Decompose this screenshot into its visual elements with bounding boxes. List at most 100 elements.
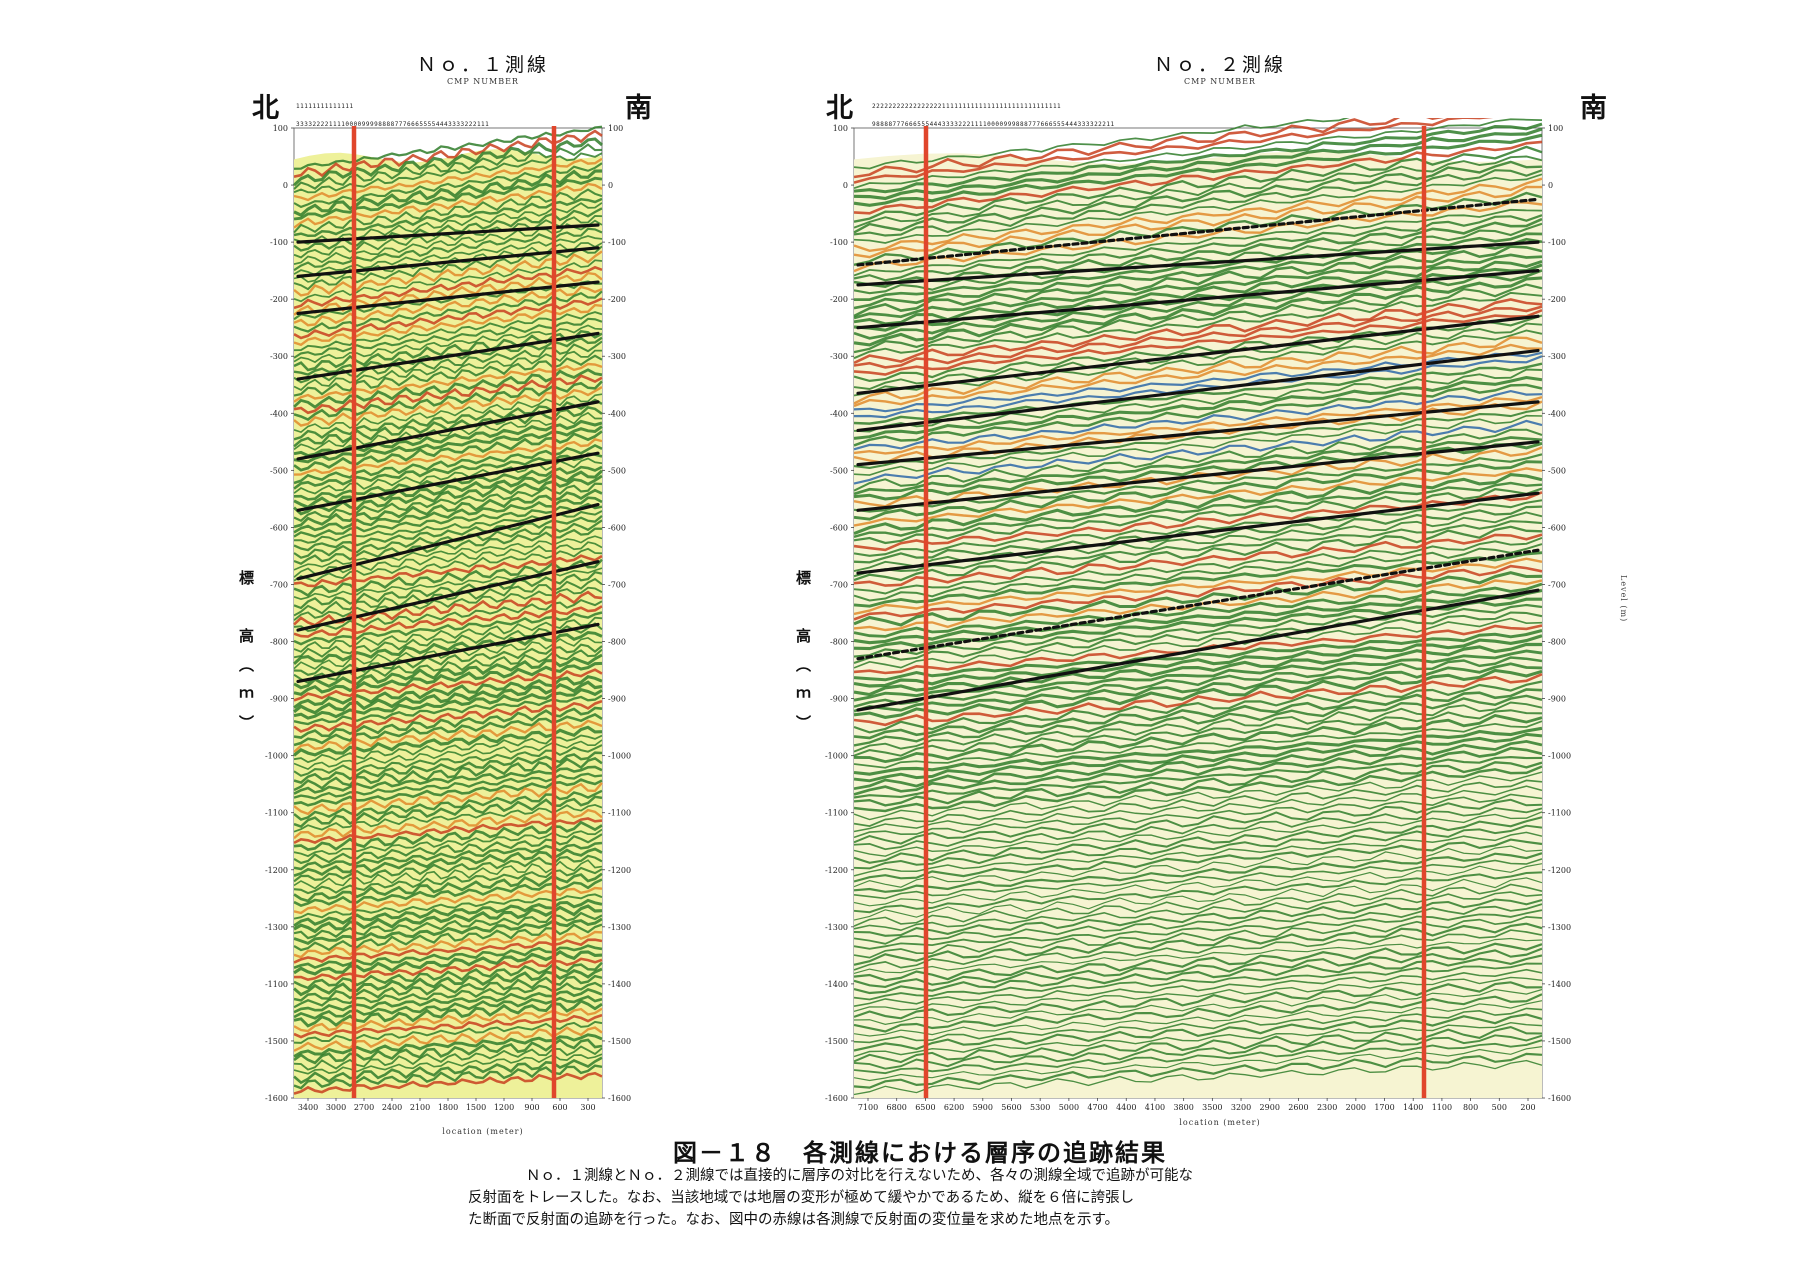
reflector-trace: [853, 1000, 1543, 1037]
panel2-title: Ｎｏ．２測線: [1153, 54, 1286, 76]
reflector-trace: [853, 283, 1543, 354]
reflector-trace: [293, 197, 603, 238]
reflector-trace: [293, 803, 603, 833]
reflector-trace: [293, 202, 603, 245]
reflector-trace: [292, 137, 603, 187]
reflector-trace: [853, 929, 1543, 971]
reflector-trace: [293, 833, 603, 865]
reflector-trace: [853, 564, 1543, 621]
reflector-trace: [853, 368, 1543, 433]
reflector-trace: [293, 558, 603, 598]
horizon-line: [296, 331, 600, 381]
panel2-cmp-row: 2222222222222222211111111111111111111111…: [872, 103, 1062, 110]
reflector-trace: [293, 699, 603, 733]
x-tick-label: 4400: [1116, 1103, 1136, 1112]
reflector-trace: [293, 259, 603, 303]
y-tick-label-right: -1400: [608, 980, 631, 989]
reflector-trace: [293, 227, 603, 272]
reflector-trace: [293, 957, 603, 982]
reflector-trace: [293, 898, 603, 927]
x-tick-label: 3400: [298, 1103, 318, 1112]
reflector-trace: [853, 208, 1543, 277]
y-tick-label-right: -1500: [608, 1037, 631, 1046]
reflector-trace: [293, 547, 603, 583]
reflector-trace: [853, 793, 1543, 839]
horizon-line: [856, 548, 1540, 661]
reflector-trace: [293, 250, 603, 297]
reflector-trace: [853, 838, 1543, 883]
reflector-trace: [853, 185, 1543, 259]
reflector-trace: [853, 499, 1543, 557]
reflector-trace: [293, 354, 603, 397]
y-tick-label-right: -800: [1548, 638, 1566, 647]
reflector-trace: [293, 554, 603, 588]
reflector-trace: [293, 598, 603, 633]
reflector-trace: [853, 798, 1543, 845]
reflector-trace: [293, 265, 603, 310]
reflector-trace: [853, 863, 1543, 907]
reflector-trace: [853, 916, 1543, 959]
x-tick-label: 200: [1520, 1103, 1535, 1112]
reflector-trace: [853, 807, 1543, 851]
x-tick-label: 2700: [354, 1103, 374, 1112]
reflector-trace: [293, 751, 603, 784]
reflector-trace: [853, 419, 1543, 485]
horizon-line: [296, 622, 600, 684]
reflector-trace: [293, 772, 603, 800]
y-tick-label-left: -800: [830, 638, 848, 647]
reflector-trace: [853, 414, 1543, 476]
panel2-y-axis-label: 標 高（ｍ）: [794, 570, 812, 744]
x-tick-label: 600: [552, 1103, 567, 1112]
y-tick-label-right: -600: [608, 523, 626, 532]
x-tick-label: 5300: [1030, 1103, 1050, 1112]
reflector-trace: [853, 446, 1543, 508]
reflector-trace: [853, 720, 1543, 769]
x-tick-label: 6800: [887, 1103, 907, 1112]
reflector-trace: [853, 668, 1543, 719]
reflector-trace: [293, 643, 603, 676]
reflector-trace: [293, 782, 603, 816]
x-tick-label: 4100: [1145, 1103, 1165, 1112]
y-tick-label-right: -500: [1548, 466, 1566, 475]
y-tick-label-right: -1100: [1548, 809, 1571, 818]
reflector-trace: [853, 155, 1543, 229]
reflector-trace: [293, 999, 603, 1028]
reflector-trace: [293, 605, 603, 638]
reflector-trace: [293, 297, 603, 340]
horizon-line: [296, 502, 600, 581]
y-tick-label-left: -700: [270, 580, 288, 589]
y-tick-label-left: -900: [830, 695, 848, 704]
reflector-trace: [853, 634, 1543, 688]
reflector-trace: [293, 938, 603, 964]
y-tick-label-left: -500: [270, 466, 288, 475]
reflector-trace: [293, 1013, 603, 1039]
reflector-trace: [853, 1021, 1543, 1058]
y-tick-label-right: -1400: [1548, 980, 1571, 989]
y-tick-label-right: 0: [608, 181, 613, 190]
reflector-trace: [293, 995, 603, 1020]
reflector-trace: [853, 460, 1543, 521]
reflector-trace: [853, 118, 1494, 184]
x-tick-label: 500: [1492, 1103, 1507, 1112]
reflector-trace: [853, 779, 1543, 827]
reflector-trace: [292, 630, 603, 666]
y-tick-label-left: 100: [833, 124, 848, 133]
reflector-trace: [853, 732, 1543, 783]
reflector-trace: [293, 152, 603, 194]
reflector-trace: [293, 988, 603, 1014]
y-tick-label-right: -1000: [1548, 752, 1571, 761]
reflector-trace: [293, 1020, 603, 1044]
reflector-trace: [853, 269, 1543, 340]
panel1-cmp-row: 3333222211110000999988887776665555444333…: [296, 121, 490, 128]
reflector-trace: [293, 380, 603, 421]
y-tick-label-left: -100: [830, 238, 848, 247]
reflector-trace: [853, 133, 1543, 207]
reflector-trace: [853, 408, 1543, 469]
reflector-trace: [853, 1059, 1543, 1096]
reflector-trace: [853, 336, 1543, 405]
reflector-trace: [853, 343, 1543, 408]
reflector-trace: [293, 374, 603, 415]
reflector-trace: [853, 694, 1543, 747]
reflector-trace: [853, 954, 1543, 995]
reflector-trace: [853, 883, 1543, 927]
